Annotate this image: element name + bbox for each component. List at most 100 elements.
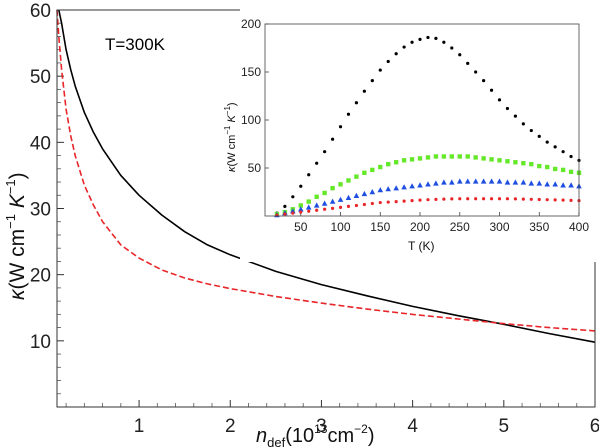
- inset-series-1-point: [378, 68, 382, 72]
- y-label-close: ): [6, 172, 29, 179]
- main-series-line-1: [58, 9, 596, 343]
- main-y-tick-label: 60: [30, 1, 51, 22]
- inset-series-1-point: [402, 45, 406, 49]
- inset-series-3-point: [305, 204, 312, 210]
- main-y-axis-label: κ(W cm−1 K−1): [3, 172, 29, 300]
- inset-series-3-point: [298, 206, 304, 212]
- main-plot: 1 2 3 4 5 6 10 20 30 40 50 60 T=300K ndef(1013cm−2)…: [3, 1, 599, 448]
- inset-series-3-point: [544, 181, 550, 187]
- inset-series-2-point: [568, 169, 574, 175]
- inset-series-1-point: [505, 106, 510, 111]
- inset-series-2-point: [513, 160, 518, 165]
- main-y-tick-label: 50: [30, 67, 51, 88]
- inset-series-4-point: [402, 199, 406, 203]
- inset-series-3-point: [441, 179, 447, 185]
- inset-series-4-point: [307, 209, 311, 213]
- inset-series-3-point: [488, 178, 495, 184]
- inset-series-2-point: [338, 182, 343, 187]
- inset-series-3-point: [512, 179, 519, 185]
- inset-series-4-point: [386, 200, 390, 204]
- inset-series-4-point: [442, 197, 446, 201]
- inset-series-1-point: [545, 140, 549, 144]
- inset-series-1-point: [354, 101, 359, 105]
- inset-series-3-point: [290, 208, 296, 214]
- main-x-tick-label: 1: [134, 416, 145, 437]
- inset-series-3-point: [568, 182, 574, 188]
- inset-series-2-point: [425, 155, 431, 160]
- inset-series-1-point: [370, 79, 374, 83]
- inset-series-2-point: [473, 155, 478, 160]
- inset-series-2-point: [545, 164, 550, 170]
- inset-series-3-point: [417, 182, 423, 188]
- inset-y-tick-label: 200: [241, 17, 261, 31]
- inset-series-4-point: [521, 197, 525, 201]
- inset-background: [240, 8, 598, 262]
- inset-series-2-point: [497, 158, 502, 163]
- inset-series-4-point: [545, 198, 549, 202]
- y-label-k: K: [6, 193, 29, 214]
- inset-series-4-point: [418, 198, 422, 202]
- y-label-kappa: κ: [6, 288, 29, 300]
- inset-series-3-point: [345, 194, 352, 200]
- inset-series-2-point: [560, 167, 566, 173]
- inset-series-1-point: [338, 125, 343, 129]
- main-x-tick-label: 2: [225, 416, 236, 437]
- inset-series-3-point: [496, 178, 503, 184]
- inset-series-2-point: [370, 167, 375, 173]
- inset-series-3-point: [361, 190, 368, 197]
- inset-series-4-point: [394, 200, 398, 204]
- inset-series-2-point: [354, 174, 359, 179]
- inset-series-2-point: [481, 156, 486, 161]
- inset-series-2-point: [457, 154, 462, 159]
- inset-series-3-point: [329, 198, 336, 204]
- inset-series-3-point: [369, 189, 376, 195]
- inset-series-1-point: [307, 173, 311, 177]
- inset-series-4-point: [426, 198, 430, 202]
- x-label-unit: cm: [327, 425, 354, 447]
- inset-series-3-point: [552, 181, 558, 187]
- inset-series-2-point: [378, 164, 383, 170]
- inset-series-2-point: [489, 157, 494, 162]
- inset-series-4-point: [330, 206, 335, 210]
- inset-series-2-point: [433, 154, 439, 159]
- inset-series-1-point: [521, 122, 525, 126]
- main-series-group: [56, 9, 596, 343]
- inset-series-1-point: [489, 88, 494, 92]
- inset-series-3-point: [393, 185, 399, 191]
- inset-x-tick-label: 350: [529, 220, 549, 234]
- inset-series-1-point: [497, 98, 502, 102]
- inset-y-label-close: ): [226, 102, 238, 106]
- main-x-tick-label: 6: [590, 416, 599, 437]
- inset-series-4-point: [323, 207, 327, 211]
- inset-y-tick-label: 150: [241, 65, 261, 79]
- inset-series-1-point: [529, 128, 533, 133]
- inset-tick-labels: 50 100 150 200 250 300 350 400 50 100 150 200: [241, 17, 589, 234]
- inset-series-4-point: [482, 197, 486, 201]
- inset-series-4-point: [354, 203, 359, 208]
- inset-series-3-point: [425, 181, 431, 187]
- main-y-tick-label: 30: [30, 200, 51, 221]
- main-y-tick-label: 20: [30, 266, 51, 287]
- inset-series-4-point: [489, 197, 494, 201]
- inset-series-4-point: [378, 200, 382, 205]
- inset-series-4-point: [346, 204, 351, 208]
- inset-series-3-point: [560, 182, 566, 188]
- y-label-exp1: −1: [3, 214, 18, 229]
- inset-series-1-point: [537, 134, 541, 138]
- inset-series-3-point: [401, 184, 407, 190]
- inset-series-4-point: [283, 212, 287, 216]
- x-label-n: n: [256, 425, 267, 447]
- inset-series-4-point: [458, 197, 462, 201]
- inset-series-1-point: [434, 36, 438, 41]
- temperature-annotation: T=300K: [105, 35, 166, 54]
- inset-series-1-point: [291, 195, 295, 199]
- inset-series-1-point: [394, 52, 398, 56]
- inset-series-4-point: [513, 197, 518, 201]
- inset-series-2-point: [409, 157, 415, 162]
- inset-series-4-point: [315, 208, 319, 212]
- inset-series-4-point: [505, 197, 510, 201]
- inset-series-1-point: [418, 37, 422, 41]
- inset-series-4-point: [299, 210, 303, 214]
- inset-series-3-point: [313, 202, 320, 208]
- inset-series-1-point: [466, 61, 470, 65]
